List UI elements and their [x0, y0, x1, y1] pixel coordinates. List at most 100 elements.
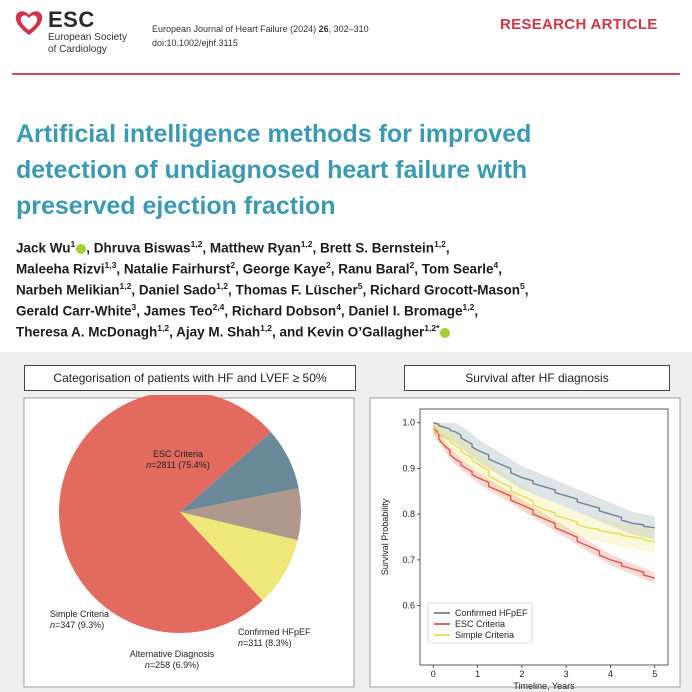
- y-tick-label: 0.9: [402, 463, 415, 473]
- title-line: detection of undiagnosed heart failure w…: [16, 156, 528, 184]
- author-affiliation: 2: [409, 260, 415, 271]
- author-name: Ranu Baral: [338, 261, 410, 277]
- legend-box: [427, 602, 533, 644]
- author-separator: ,: [414, 261, 422, 277]
- author-list: Jack Wu1, Dhruva Biswas 1,2, Matthew Ryan…: [16, 236, 686, 341]
- pie-slice-n: n: [146, 460, 151, 470]
- author-affiliation: 3: [131, 302, 137, 313]
- author-separator: ,: [136, 303, 144, 319]
- esc-heart-logo-icon: [15, 11, 43, 35]
- journal-citation: European Journal of Heart Failure (2024)…: [152, 22, 369, 50]
- logo-line-2: of Cardiology: [48, 44, 107, 55]
- author-separator: ,: [445, 240, 450, 256]
- author-separator: ,: [131, 282, 139, 298]
- x-tick-label: 3: [564, 669, 569, 679]
- author-affiliation: 1,2: [216, 281, 228, 292]
- author-name: Thomas F. Lüscher: [235, 282, 358, 298]
- legend-entry: Simple Criteria: [455, 630, 514, 640]
- author-separator: ,: [227, 282, 236, 298]
- pie-slice-alternative-diagnosis: [180, 488, 301, 541]
- author-name: Richard Grocott-Mason: [370, 282, 521, 298]
- author-affiliation: 1,2: [119, 281, 132, 292]
- author-name: Richard Dobson: [231, 303, 337, 319]
- x-tick-label: 2: [519, 669, 524, 679]
- author-name: Maleeha Rizvi: [16, 261, 105, 277]
- author-separator: ,: [116, 261, 124, 277]
- author-separator: ,: [169, 324, 177, 340]
- author-affiliation: 2,4: [212, 302, 225, 313]
- pie-slice-label: Simple Criteria: [50, 609, 109, 619]
- doi-link[interactable]: doi:10.1002/ejhf.3115: [152, 38, 238, 48]
- author-separator: ,: [86, 240, 94, 256]
- ci-band-1: [433, 422, 655, 584]
- x-tick-label: 4: [608, 669, 613, 679]
- y-tick-label: 0.7: [402, 555, 415, 565]
- pie-slice-count: n=258 (6.9%): [145, 660, 199, 670]
- series-line-confirmed-hfpef: [433, 422, 655, 529]
- author-separator: ,: [524, 282, 529, 298]
- author-name: Natalie Fairhurst: [123, 261, 231, 277]
- pie-slice-label: Alternative Diagnosis: [130, 649, 215, 659]
- survival-panel-title: Survival after HF diagnosis: [404, 365, 670, 391]
- author-name: Daniel I. Bromage: [348, 303, 463, 319]
- author-name: Jack Wu: [16, 240, 71, 256]
- x-tick-label: 1: [475, 669, 480, 679]
- author-affiliation: 1,2: [157, 323, 170, 334]
- author-separator: ,: [474, 303, 479, 319]
- author-affiliation: 4: [336, 302, 341, 313]
- author-name: Theresa A. McDonagh: [16, 324, 158, 340]
- author-separator: ,: [340, 303, 349, 319]
- x-tick-label: 0: [431, 669, 436, 679]
- author-name: Ajay M. Shah: [176, 324, 261, 340]
- series-line-esc-criteria: [432, 426, 655, 579]
- author-affiliation: 1,2*: [424, 323, 440, 334]
- author-separator: ,: [312, 240, 321, 256]
- author-affiliation: 1,2: [434, 239, 446, 249]
- author-name: James Teo: [143, 303, 213, 319]
- survival-chart: 0 1 2 3 4 5 0.6 0.7 0.8 0.9 1.0 Timeline, Years Surv…: [369, 397, 681, 691]
- orcid-icon[interactable]: [76, 243, 87, 254]
- author-affiliation: 1,2: [300, 239, 313, 249]
- author-name: Dhruva Biswas: [93, 240, 191, 256]
- pie-slice-label: Confirmed HFpEF: [238, 627, 311, 637]
- pie-slice-n: n: [238, 638, 243, 648]
- author-separator: ,: [330, 261, 339, 277]
- author-separator: ,: [224, 303, 232, 319]
- author-name: Kevin O’Gallagher: [307, 324, 425, 340]
- article-title: Artificial intelligence methods for impr…: [16, 116, 676, 224]
- x-axis-label: Timeline, Years: [513, 681, 575, 691]
- title-line: preserved ejection fraction: [16, 192, 336, 220]
- title-line: Artificial intelligence methods for impr…: [16, 120, 532, 148]
- author-name: Daniel Sado: [138, 282, 217, 298]
- author-affiliation: 1,2: [462, 302, 475, 313]
- journal-volume: 26: [318, 24, 329, 34]
- header-divider: [12, 73, 680, 75]
- legend-entry: ESC Criteria: [455, 619, 505, 629]
- author-separator: ,: [362, 282, 371, 298]
- author-name: Gerald Carr-White: [16, 303, 132, 319]
- author-affiliation: 1,3: [104, 260, 117, 271]
- author-affiliation: 2: [325, 260, 331, 271]
- pie-slice-value: =2811 (75.4%): [151, 460, 210, 470]
- legend-entry: Confirmed HFpEF: [455, 608, 528, 618]
- pie-slice-esc-criteria: [59, 395, 271, 634]
- y-tick-label: 1.0: [402, 418, 415, 428]
- pie-slice-n: n: [145, 660, 150, 670]
- x-tick-label: 5: [652, 669, 657, 679]
- author-name: Matthew Ryan: [209, 240, 301, 256]
- plot-frame: [419, 408, 669, 666]
- author-affiliation: 1: [70, 239, 76, 249]
- pie-slice-simple-criteria: [180, 512, 298, 601]
- author-separator: , and: [271, 324, 308, 340]
- author-affiliation: 2: [230, 260, 236, 271]
- pie-slice-count: n=2811 (75.4%): [146, 460, 210, 470]
- pie-slice-value: =311 (8.3%): [243, 638, 292, 648]
- author-affiliation: 5: [520, 281, 525, 292]
- survival-panel: [369, 397, 681, 688]
- author-affiliation: 5: [357, 281, 363, 292]
- article-type-badge: RESEARCH ARTICLE: [500, 16, 658, 33]
- orcid-icon[interactable]: [440, 328, 451, 339]
- journal-pages: , 302–310: [328, 24, 369, 34]
- pie-slice-count: n=311 (8.3%): [238, 638, 292, 648]
